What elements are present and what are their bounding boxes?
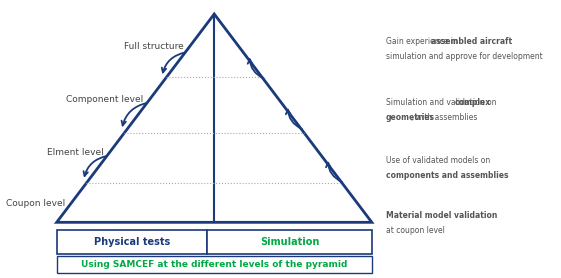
Text: components and assemblies: components and assemblies bbox=[385, 171, 508, 180]
Text: , with assemblies: , with assemblies bbox=[411, 113, 478, 122]
Text: geometries: geometries bbox=[385, 113, 435, 122]
Bar bbox=[57, 230, 207, 254]
Text: Simulation: Simulation bbox=[260, 237, 319, 247]
Text: Physical tests: Physical tests bbox=[94, 237, 170, 247]
Text: Component level: Component level bbox=[66, 95, 144, 104]
Text: Using SAMCEF at the different levels of the pyramid: Using SAMCEF at the different levels of … bbox=[81, 260, 347, 269]
Bar bbox=[57, 256, 372, 273]
Text: Gain experience in: Gain experience in bbox=[385, 37, 460, 46]
Text: assembled aircraft: assembled aircraft bbox=[431, 37, 512, 46]
Text: Use of validated models on: Use of validated models on bbox=[385, 155, 490, 165]
Text: Elment level: Elment level bbox=[47, 148, 103, 157]
Text: Coupon level: Coupon level bbox=[6, 199, 65, 208]
Bar bbox=[207, 230, 372, 254]
Text: at coupon level: at coupon level bbox=[385, 226, 444, 235]
Text: Full structure: Full structure bbox=[124, 42, 183, 51]
Text: Simulation and validation on: Simulation and validation on bbox=[385, 98, 498, 107]
Text: complex: complex bbox=[454, 98, 491, 107]
Polygon shape bbox=[57, 14, 372, 222]
Text: simulation and approve for development: simulation and approve for development bbox=[385, 52, 542, 61]
Text: Material model validation: Material model validation bbox=[385, 210, 497, 220]
